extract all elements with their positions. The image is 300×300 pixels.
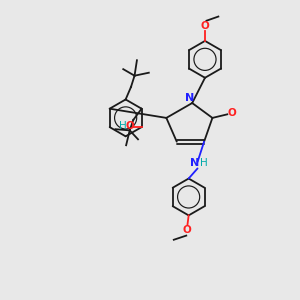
Text: N: N — [185, 93, 194, 103]
Text: H: H — [200, 158, 207, 168]
Text: H: H — [119, 121, 127, 131]
Text: O: O — [183, 225, 191, 235]
Text: N: N — [190, 158, 199, 168]
Text: O: O — [125, 121, 134, 131]
Text: O: O — [228, 108, 236, 118]
Text: O: O — [201, 21, 209, 31]
